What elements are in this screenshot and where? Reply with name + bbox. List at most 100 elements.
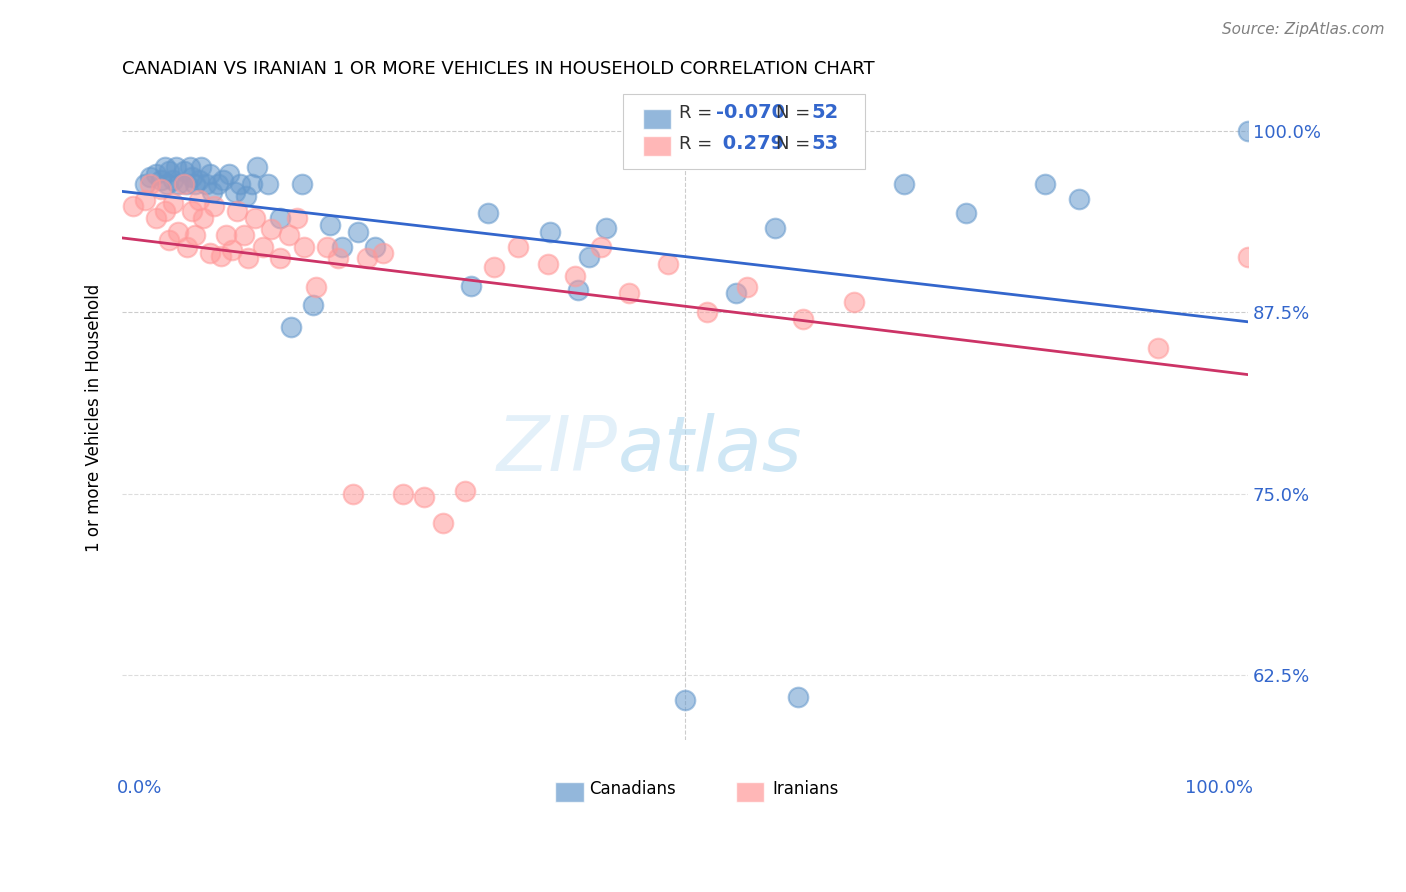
Point bbox=[724, 286, 747, 301]
Text: R =: R = bbox=[679, 104, 718, 122]
Point bbox=[792, 312, 814, 326]
Text: R =: R = bbox=[679, 135, 718, 153]
Point bbox=[595, 221, 617, 235]
Point bbox=[454, 483, 477, 498]
Point bbox=[567, 284, 589, 298]
Point bbox=[673, 692, 696, 706]
Point bbox=[356, 252, 378, 266]
Text: N =: N = bbox=[776, 135, 815, 153]
Point bbox=[257, 178, 280, 192]
Text: -0.070: -0.070 bbox=[717, 103, 786, 122]
Point bbox=[180, 170, 202, 185]
Point bbox=[316, 240, 339, 254]
Point bbox=[235, 189, 257, 203]
Point bbox=[139, 178, 162, 192]
Point bbox=[1033, 178, 1056, 192]
Point bbox=[477, 206, 499, 220]
Point bbox=[243, 211, 266, 225]
Point bbox=[157, 233, 180, 247]
Point bbox=[291, 178, 314, 192]
Point bbox=[218, 167, 240, 181]
Text: Source: ZipAtlas.com: Source: ZipAtlas.com bbox=[1222, 22, 1385, 37]
Point bbox=[328, 252, 350, 266]
Point bbox=[195, 178, 218, 192]
Point bbox=[134, 178, 156, 192]
Point bbox=[187, 173, 209, 187]
Point bbox=[696, 305, 718, 319]
Point bbox=[167, 178, 190, 192]
Point bbox=[269, 211, 291, 225]
Point bbox=[122, 199, 145, 213]
Point bbox=[285, 211, 308, 225]
Point bbox=[162, 173, 184, 187]
Point bbox=[280, 319, 302, 334]
Point bbox=[176, 240, 198, 254]
Point bbox=[364, 240, 387, 254]
Text: 53: 53 bbox=[811, 134, 838, 153]
Point bbox=[232, 228, 254, 243]
Text: Iranians: Iranians bbox=[773, 780, 839, 797]
Point bbox=[617, 286, 640, 301]
Point bbox=[212, 173, 235, 187]
Text: N =: N = bbox=[776, 104, 815, 122]
Point bbox=[190, 160, 212, 174]
Text: 52: 52 bbox=[811, 103, 838, 122]
Point bbox=[1146, 342, 1168, 356]
Point bbox=[191, 211, 214, 225]
Point bbox=[842, 295, 865, 310]
Point bbox=[207, 178, 229, 192]
Point bbox=[209, 249, 232, 263]
Point bbox=[259, 222, 281, 236]
Point bbox=[578, 250, 600, 264]
FancyBboxPatch shape bbox=[555, 782, 583, 802]
Point bbox=[1237, 250, 1260, 264]
Text: 100.0%: 100.0% bbox=[1185, 779, 1254, 797]
Point bbox=[1237, 124, 1260, 138]
Point bbox=[162, 196, 184, 211]
Point bbox=[1067, 192, 1090, 206]
FancyBboxPatch shape bbox=[644, 110, 672, 128]
Point bbox=[221, 243, 243, 257]
Point bbox=[246, 160, 269, 174]
Text: ZIP: ZIP bbox=[496, 413, 617, 487]
Text: atlas: atlas bbox=[617, 413, 801, 487]
Point bbox=[305, 280, 328, 294]
Point bbox=[294, 240, 316, 254]
Text: 0.0%: 0.0% bbox=[117, 779, 162, 797]
Y-axis label: 1 or more Vehicles in Household: 1 or more Vehicles in Household bbox=[86, 284, 103, 551]
Point bbox=[187, 194, 209, 208]
Text: 0.279: 0.279 bbox=[717, 134, 785, 153]
Point bbox=[184, 228, 207, 243]
Point bbox=[319, 218, 342, 232]
Point bbox=[347, 225, 370, 239]
Point bbox=[412, 490, 434, 504]
Point bbox=[538, 225, 561, 239]
FancyBboxPatch shape bbox=[735, 782, 763, 802]
Point bbox=[277, 228, 299, 243]
Point bbox=[763, 221, 786, 235]
Point bbox=[252, 240, 274, 254]
Point bbox=[225, 203, 247, 218]
Point bbox=[173, 178, 195, 192]
Point bbox=[236, 252, 259, 266]
Point bbox=[150, 182, 173, 196]
Point bbox=[735, 280, 758, 294]
Point bbox=[432, 516, 454, 530]
Point bbox=[202, 199, 225, 213]
Point bbox=[180, 203, 202, 218]
Point bbox=[153, 160, 176, 174]
Point bbox=[482, 260, 505, 275]
Point bbox=[145, 167, 167, 181]
Point bbox=[342, 486, 364, 500]
Text: CANADIAN VS IRANIAN 1 OR MORE VEHICLES IN HOUSEHOLD CORRELATION CHART: CANADIAN VS IRANIAN 1 OR MORE VEHICLES I… bbox=[122, 60, 875, 78]
Point bbox=[134, 194, 156, 208]
Point bbox=[150, 173, 173, 187]
Point bbox=[176, 178, 198, 192]
Point bbox=[589, 240, 612, 254]
Point bbox=[156, 178, 179, 192]
Point bbox=[157, 164, 180, 178]
Point bbox=[198, 245, 221, 260]
Point bbox=[269, 252, 291, 266]
FancyBboxPatch shape bbox=[644, 136, 672, 156]
Point bbox=[508, 240, 530, 254]
